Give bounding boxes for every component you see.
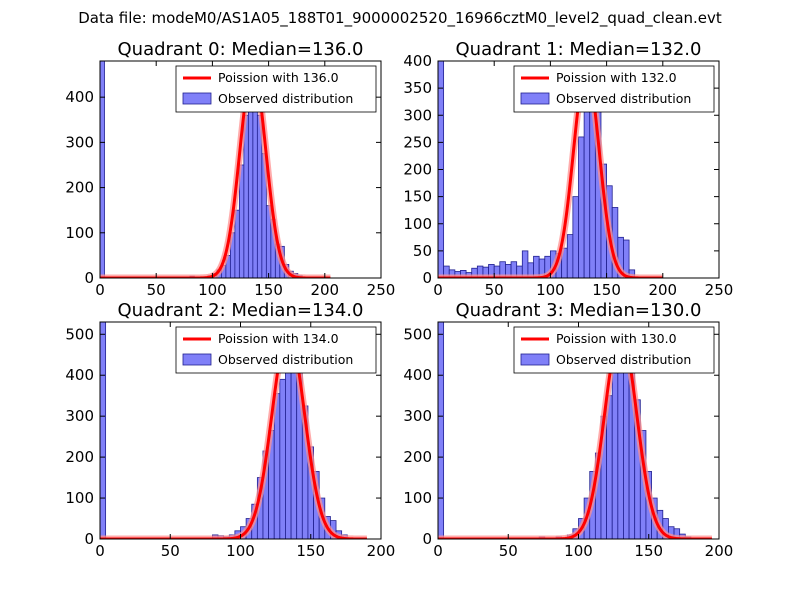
quadrant-1-xtick-label-5: 250 xyxy=(705,281,734,299)
quadrant-0-xtick-label-1: 50 xyxy=(147,281,166,299)
quadrant-1-ytick-label-8: 400 xyxy=(403,52,432,70)
quadrant-1-xtick-label-1: 50 xyxy=(485,281,504,299)
quadrant-3-title: Quadrant 3: Median=130.0 xyxy=(456,300,702,321)
quadrant-1-xtick-label-2: 100 xyxy=(536,281,565,299)
quadrant-0-bar-13 xyxy=(256,114,263,278)
quadrant-3-panel: Quadrant 3: Median=130.0 0 50 100 150 200 0 100… xyxy=(403,300,733,560)
quadrant-3-legend-line-label: Poission with 130.0 xyxy=(556,331,677,346)
quadrant-1-xtick-label-0: 0 xyxy=(433,281,443,299)
quadrant-0-xtick-label-5: 250 xyxy=(367,281,396,299)
quadrant-0-bar-0 xyxy=(100,61,105,278)
quadrant-2-xtick-label-0: 0 xyxy=(95,542,105,560)
quadrant-2-title: Quadrant 2: Median=134.0 xyxy=(118,300,364,321)
quadrant-2-ytick-label-0: 0 xyxy=(84,530,94,548)
quadrant-1-panel: Quadrant 1: Median=132.0 0 50 100 150 200 250 0… xyxy=(403,39,733,299)
quadrant-0-axes-frame xyxy=(99,60,382,279)
quadrant-2-bar-13 xyxy=(279,378,286,539)
quadrant-0-bar-10 xyxy=(243,114,249,278)
quadrant-3-xtick-label-1: 50 xyxy=(499,542,518,560)
quadrant-0-poisson-curve xyxy=(100,66,334,278)
quadrant-3-xtick-label-4: 200 xyxy=(705,542,734,560)
quadrant-2-ytick-label-5: 500 xyxy=(65,325,94,343)
quadrant-1-legend-line-label: Poission with 132.0 xyxy=(556,70,677,85)
quadrant-3-legend: Poission with 130.0 Observed distribution xyxy=(513,326,715,374)
quadrant-0-legend-bar-label: Observed distribution xyxy=(218,91,353,106)
quadrant-3-bar-0 xyxy=(438,322,445,539)
quadrant-2-ytick-label-4: 400 xyxy=(65,366,94,384)
quadrant-0-ytick-label-3: 300 xyxy=(65,133,94,151)
quadrant-3-bar-11 xyxy=(611,356,619,539)
quadrant-0-xtick-label-2: 100 xyxy=(198,281,227,299)
quadrant-1-legend: Poission with 132.0 Observed distribution xyxy=(513,65,715,113)
quadrant-0-xtick-label-4: 200 xyxy=(310,281,339,299)
quadrant-2-xtick-label-2: 100 xyxy=(226,542,255,560)
quadrant-2-poisson-line xyxy=(100,330,368,539)
quadrant-2-ytick-label-3: 300 xyxy=(65,407,94,425)
quadrant-0-ytick-label-0: 0 xyxy=(84,269,94,287)
quadrant-0-legend-line-label: Poission with 136.0 xyxy=(218,70,339,85)
quadrant-3-xtick-label-2: 100 xyxy=(564,542,593,560)
quadrant-3-ytick-label-3: 300 xyxy=(403,407,432,425)
quadrant-1-ytick-label-2: 100 xyxy=(403,215,432,233)
quadrant-2-poisson-curve xyxy=(100,328,370,539)
quadrant-0-legend: Poission with 136.0 Observed distribution xyxy=(175,65,377,113)
quadrant-0-legend-bar-swatch xyxy=(182,92,212,105)
quadrant-2-ytick-label-2: 200 xyxy=(65,448,94,466)
quadrant-1-ytick-label-0: 0 xyxy=(422,269,432,287)
quadrant-0-bar-8 xyxy=(234,209,240,278)
quadrant-2-legend-line-label: Poission with 134.0 xyxy=(218,331,339,346)
quadrant-1-title: Quadrant 1: Median=132.0 xyxy=(456,39,702,60)
quadrant-1-ytick-label-7: 350 xyxy=(403,79,432,97)
quadrant-2-bar-0 xyxy=(100,322,107,539)
quadrant-2-xtick-label-3: 150 xyxy=(296,542,325,560)
quadrant-1-bar-24 xyxy=(572,196,579,278)
quadrant-1-xtick-label-3: 150 xyxy=(592,281,621,299)
quadrant-0-ytick-label-4: 400 xyxy=(65,88,94,106)
quadrant-2-legend-bar-swatch xyxy=(182,353,212,366)
quadrant-1-xtick-label-4: 200 xyxy=(648,281,677,299)
quadrant-0-ytick-label-2: 200 xyxy=(65,179,94,197)
quadrant-3-xtick-label-3: 150 xyxy=(634,542,663,560)
quadrant-3-xtick-label-0: 0 xyxy=(433,542,443,560)
quadrant-3-ytick-label-5: 500 xyxy=(403,325,432,343)
quadrant-3-poisson-curve xyxy=(438,328,715,539)
quadrant-2-xtick-label-1: 50 xyxy=(161,542,180,560)
quadrant-2-xtick-label-4: 200 xyxy=(367,542,396,560)
quadrant-2-legend-bar-label: Observed distribution xyxy=(218,352,353,367)
quadrant-1-ytick-label-4: 200 xyxy=(403,161,432,179)
quadrant-1-ytick-label-1: 50 xyxy=(413,242,432,260)
figure-title: Data file: modeM0/AS1A05_188T01_90000025… xyxy=(78,9,722,27)
quadrant-3-legend-bar-label: Observed distribution xyxy=(556,352,691,367)
quadrant-1-bar-23 xyxy=(566,234,574,278)
quadrant-2-legend: Poission with 134.0 Observed distribution xyxy=(175,326,377,374)
quadrant-1-ytick-label-6: 300 xyxy=(403,106,432,124)
quadrant-0-panel: Quadrant 0: Median=136.0 0 50 100 150 200 250 0… xyxy=(65,39,395,299)
quadrant-0-ytick-label-1: 100 xyxy=(65,224,94,242)
quadrant-3-ytick-label-0: 0 xyxy=(422,530,432,548)
quadrant-3-ytick-label-4: 400 xyxy=(403,366,432,384)
quadrant-3-poisson-line xyxy=(438,330,713,539)
quadrant-1-bar-15 xyxy=(521,250,529,278)
quadrant-3-legend-bar-swatch xyxy=(520,353,550,366)
quadrant-3-ytick-label-1: 100 xyxy=(403,489,432,507)
quadrant-0-xtick-label-3: 150 xyxy=(254,281,283,299)
quadrant-0-title: Quadrant 0: Median=136.0 xyxy=(118,39,364,60)
quadrant-1-legend-bar-label: Observed distribution xyxy=(556,91,691,106)
quadrant-3-ytick-label-2: 200 xyxy=(403,448,432,466)
quadrant-1-ytick-label-5: 250 xyxy=(403,133,432,151)
quadrant-0-poisson-line xyxy=(100,68,332,278)
quadrant-2-ytick-label-1: 100 xyxy=(65,489,94,507)
quadrant-2-panel: Quadrant 2: Median=134.0 0 50 100 150 200 0 100… xyxy=(65,300,395,560)
quadrant-1-bar-25 xyxy=(578,136,585,278)
quadrant-1-ytick-label-3: 150 xyxy=(403,188,432,206)
quadrant-0-xtick-label-0: 0 xyxy=(95,281,105,299)
quadrant-1-legend-bar-swatch xyxy=(520,92,550,105)
